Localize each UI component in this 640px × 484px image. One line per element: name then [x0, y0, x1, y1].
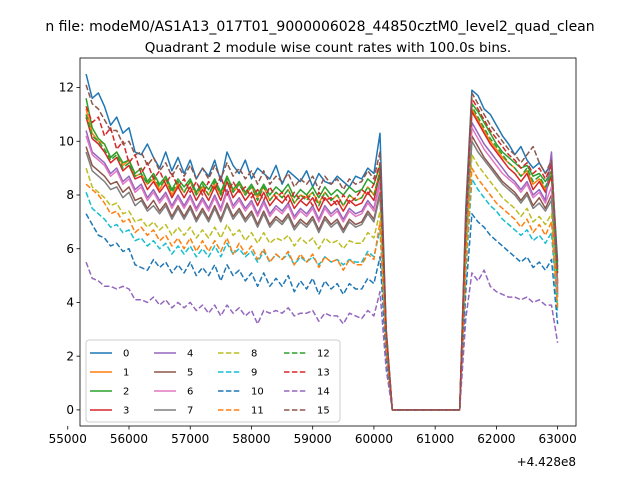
legend-frame [85, 339, 341, 423]
x-axis: 55000 56000 57000 58000 59000 60000 61000 62000… [49, 426, 577, 446]
y-tick-label: 12 [59, 81, 74, 95]
figure-suptitle: n file: modeM0/AS1A13_017T01_9000006028_… [45, 19, 594, 35]
legend-label-11: 11 [251, 406, 264, 417]
series-line-12 [85, 105, 559, 411]
series-line-3 [85, 110, 559, 411]
series-line-7 [85, 140, 559, 411]
y-tick-label: 8 [66, 188, 74, 202]
chart-title: Quadrant 2 module wise count rates with … [145, 40, 511, 56]
x-tick-label: 55000 [49, 432, 87, 446]
legend-label-2: 2 [123, 387, 129, 398]
series-line-10 [85, 213, 559, 411]
legend-label-6: 6 [187, 387, 193, 398]
legend-label-13: 13 [317, 368, 330, 379]
series-line-13 [85, 97, 559, 411]
x-tick-label: 60000 [355, 432, 393, 446]
series-line-4 [85, 121, 559, 411]
legend-label-3: 3 [123, 406, 129, 417]
legend-label-0: 0 [123, 349, 129, 360]
axes-frame [79, 57, 577, 427]
series-line-9 [85, 178, 559, 411]
y-tick-label: 0 [66, 403, 74, 417]
legend-label-1: 1 [123, 368, 129, 379]
series-line-2 [85, 98, 559, 411]
x-tick-label: 59000 [294, 432, 332, 446]
legend-label-9: 9 [251, 368, 257, 379]
series-line-0 [85, 73, 559, 411]
x-tick-label: 58000 [232, 432, 270, 446]
legend-label-5: 5 [187, 368, 193, 379]
x-tick-label: 61000 [416, 432, 454, 446]
legend-label-7: 7 [187, 406, 193, 417]
y-tick-label: 4 [66, 296, 74, 310]
legend-label-4: 4 [187, 349, 193, 360]
series-group [85, 73, 559, 411]
series-line-11 [85, 167, 559, 411]
x-tick-label: 57000 [171, 432, 209, 446]
x-tick-label: 62000 [477, 432, 515, 446]
x-offset-label: +4.428e8 [517, 455, 576, 469]
legend-label-15: 15 [317, 406, 330, 417]
plot-area: 55000 56000 57000 58000 59000 60000 61000 62000… [49, 57, 577, 469]
legend-label-14: 14 [317, 387, 330, 398]
y-axis: 0 2 4 6 8 10 12 [59, 81, 80, 417]
series-line-15 [85, 84, 559, 411]
y-tick-label: 6 [66, 242, 74, 256]
legend-label-12: 12 [317, 349, 330, 360]
series-line-14 [85, 261, 559, 411]
legend-label-8: 8 [251, 349, 257, 360]
y-tick-label: 10 [59, 134, 74, 148]
x-tick-label: 56000 [110, 432, 148, 446]
legend-label-10: 10 [251, 387, 264, 398]
series-line-5 [85, 135, 559, 411]
series-line-6 [85, 127, 559, 411]
x-tick-label: 63000 [539, 432, 577, 446]
y-tick-label: 2 [66, 349, 74, 363]
